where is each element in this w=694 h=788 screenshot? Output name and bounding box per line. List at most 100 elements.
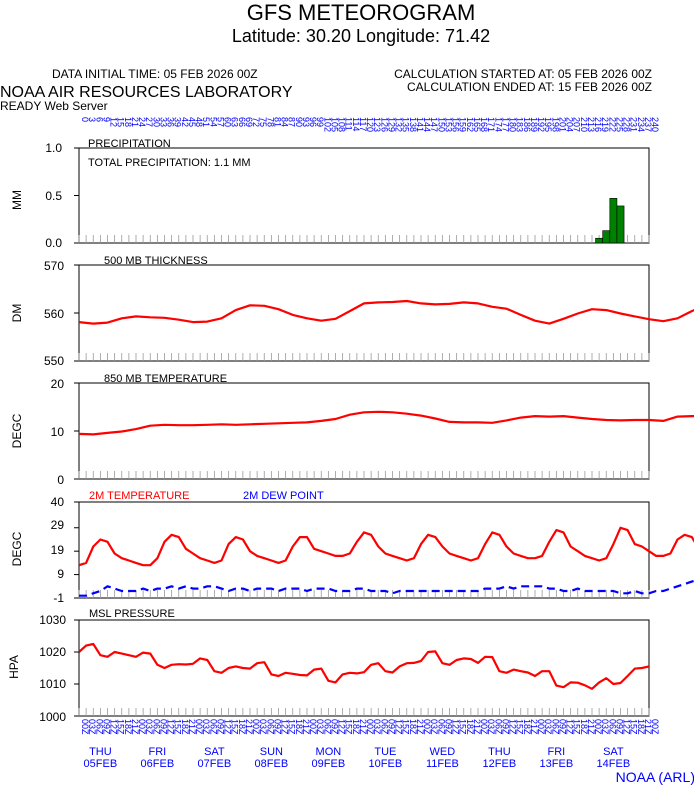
- ytick-label: 10: [51, 425, 65, 439]
- top-hour-label: 138: [408, 117, 418, 132]
- top-hour-label: 168: [479, 117, 489, 132]
- bottom-utc-label: 18Z: [636, 719, 646, 735]
- series-line-0: [78, 410, 694, 436]
- temp850-yticks: 20 10 0: [51, 377, 65, 487]
- msl-pressure-panel: MSL PRESSURE HPA 1030 1020 1010 1000: [7, 608, 650, 724]
- date-label: 11FEB: [426, 758, 459, 770]
- ytick-label: 1030: [39, 613, 66, 627]
- top-hour-label: 126: [379, 117, 389, 132]
- bottom-utc-label: 18Z: [408, 719, 418, 735]
- day-of-week-label: SUN: [260, 746, 283, 758]
- bottom-utc-label: 12Z: [565, 719, 575, 735]
- bottom-utc-label: 09Z: [386, 719, 396, 735]
- top-hour-label: 78: [265, 117, 275, 127]
- bottom-utc-label: 00Z: [80, 719, 90, 735]
- date-label: 05FEB: [84, 758, 118, 770]
- precip-bar: [595, 237, 603, 244]
- bottom-utc-label: 00Z: [308, 719, 318, 735]
- top-hour-label: 129: [386, 117, 396, 132]
- server-name: READY Web Server: [0, 99, 108, 113]
- day-of-week-label: THU: [89, 746, 112, 758]
- bottom-utc-label: 00Z: [365, 719, 375, 735]
- bottom-utc-label: 15Z: [116, 719, 126, 735]
- panel-frame: [78, 501, 650, 599]
- top-hour-label: 36: [166, 117, 176, 127]
- total-precipitation-annotation: TOTAL PRECIPITATION: 1.1 MM: [88, 157, 251, 169]
- bottom-utc-label: 03Z: [429, 719, 439, 735]
- ytick-label: 1020: [39, 645, 66, 659]
- top-hour-label: 45: [187, 117, 197, 127]
- top-hour-label: 210: [579, 117, 589, 132]
- bottom-utc-label: 03Z: [87, 719, 97, 735]
- ytick-label: 40: [51, 495, 65, 509]
- bottom-utc-label: 06Z: [322, 719, 332, 735]
- bottom-utc-label: 06Z: [94, 719, 104, 735]
- precipitation-yticks: 1.0 0.5 0.0: [45, 141, 62, 250]
- top-hour-label: 234: [636, 117, 646, 132]
- bottom-utc-label: 00Z: [650, 719, 660, 735]
- bottom-utc-label: 12Z: [394, 719, 404, 735]
- top-hour-label: 174: [493, 117, 503, 132]
- bottom-utc-label: 18Z: [294, 719, 304, 735]
- top-hour-label: 177: [500, 117, 510, 132]
- top-hour-label: 108: [337, 117, 347, 132]
- thickness-panel: 500 MB THICKNESS DM 570 560 550: [10, 255, 694, 368]
- ytick-label: 19: [51, 543, 65, 557]
- thickness-ylabel: DM: [10, 304, 24, 323]
- date-label: 08FEB: [255, 758, 289, 770]
- bottom-utc-label: 15Z: [344, 719, 354, 735]
- bottom-utc-label: 00Z: [194, 719, 204, 735]
- top-hour-label: 117: [358, 117, 368, 131]
- bottom-utc-label: 09Z: [500, 719, 510, 735]
- bottom-utc-label: 09Z: [101, 719, 111, 735]
- organization-name: NOAA AIR RESOURCES LABORATORY: [0, 84, 293, 101]
- ytick-label: 560: [44, 307, 64, 321]
- thickness-yticks: 570 560 550: [44, 259, 64, 368]
- figure-subtitle: Latitude: 30.20 Longitude: 71.42: [232, 26, 490, 46]
- top-hour-label: 120: [365, 117, 375, 132]
- top-hour-label: 33: [158, 117, 168, 127]
- precipitation-title: PRECIPITATION: [88, 138, 171, 150]
- top-hour-label: 141: [415, 117, 425, 132]
- day-of-week-label: FRI: [548, 746, 566, 758]
- bottom-utc-label: 03Z: [372, 719, 382, 735]
- bottom-utc-label: 15Z: [173, 719, 183, 735]
- bottom-utc-label: 03Z: [543, 719, 553, 735]
- top-hour-label: 147: [429, 117, 439, 132]
- calculation-started: CALCULATION STARTED AT: 05 FEB 2026 00Z: [394, 67, 652, 81]
- bottom-utc-label: 21Z: [244, 719, 254, 735]
- top-hour-label: 207: [572, 117, 582, 132]
- bottom-utc-label: 06Z: [607, 719, 617, 735]
- top-hour-label: 54: [208, 117, 218, 127]
- date-label: 12FEB: [483, 758, 517, 770]
- precipitation-panel: PRECIPITATION TOTAL PRECIPITATION: 1.1 M…: [10, 138, 650, 250]
- top-hour-label: 6: [94, 117, 104, 122]
- top-hour-label: 18: [123, 117, 133, 127]
- bottom-utc-label: 00Z: [536, 719, 546, 735]
- top-hour-label: 39: [173, 117, 183, 127]
- msl-pressure-ylabel: HPA: [7, 655, 21, 679]
- top-hour-label: 201: [557, 117, 567, 132]
- bottom-utc-label: 12Z: [451, 719, 461, 735]
- top-hour-label: 102: [322, 117, 332, 132]
- bottom-utc-label: 00Z: [251, 719, 261, 735]
- bottom-utc-label: 09Z: [614, 719, 624, 735]
- bottom-utc-label: 12Z: [166, 719, 176, 735]
- top-hour-label: 144: [422, 117, 432, 132]
- top-hour-label: 69: [244, 117, 254, 127]
- ytick-label: 570: [44, 259, 64, 273]
- top-hour-label: 96: [308, 117, 318, 127]
- date-label: 10FEB: [369, 758, 403, 770]
- top-hour-label: 57: [215, 117, 225, 127]
- credit-label: NOAA (ARL): [616, 769, 694, 785]
- ytick-label: 1000: [39, 710, 66, 724]
- bottom-utc-label: 18Z: [237, 719, 247, 735]
- top-hour-label: 72: [251, 117, 261, 127]
- top-hour-label: 231: [629, 117, 639, 132]
- top-hour-label: 180: [508, 117, 518, 132]
- bottom-utc-label: 12Z: [508, 719, 518, 735]
- panel-frame: [78, 264, 650, 362]
- data-initial-time: DATA INITIAL TIME: 05 FEB 2026 00Z: [52, 67, 258, 81]
- bottom-utc-label: 00Z: [422, 719, 432, 735]
- bottom-utc-label: 21Z: [643, 719, 653, 735]
